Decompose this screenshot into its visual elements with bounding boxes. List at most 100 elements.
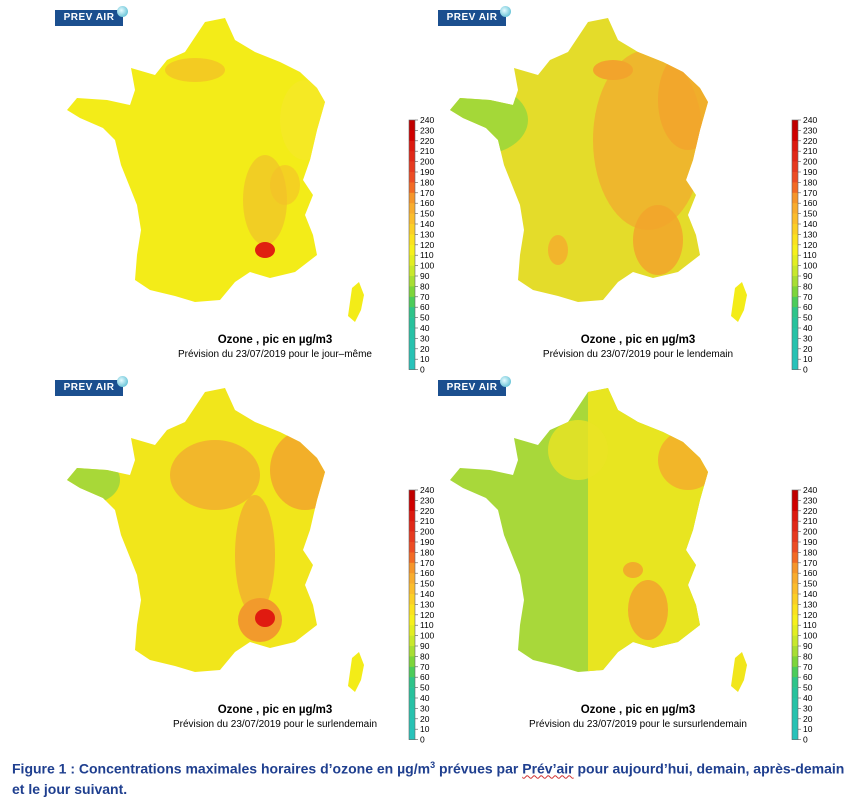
scale-swatch xyxy=(409,192,415,204)
scale-swatch xyxy=(792,151,798,162)
scale-swatch xyxy=(792,348,798,360)
scale-tick-label: 140 xyxy=(420,219,434,229)
scale-tick-label: 150 xyxy=(420,209,434,219)
panel-subtitle: Prévision du 23/07/2019 pour le lendemai… xyxy=(542,349,734,360)
scale-swatch xyxy=(792,490,798,501)
scale-swatch xyxy=(409,646,415,657)
scale-swatch xyxy=(409,151,415,162)
scale-swatch xyxy=(409,244,415,256)
scale-swatch xyxy=(409,490,415,501)
scale-swatch xyxy=(792,161,798,173)
scale-tick-label: 230 xyxy=(803,495,817,505)
scale-swatch xyxy=(409,130,415,142)
scale-tick-label: 10 xyxy=(420,724,430,734)
scale-tick-label: 210 xyxy=(420,516,434,526)
scale-tick-label: 20 xyxy=(420,344,430,354)
scale-swatch xyxy=(792,140,798,152)
scale-tick-label: 140 xyxy=(420,589,434,599)
panel-subtitle: Prévision du 23/07/2019 pour le jour–mêm… xyxy=(177,349,372,360)
scale-tick-label: 160 xyxy=(420,198,434,208)
scale-tick-label: 170 xyxy=(420,558,434,568)
france-ozone-map xyxy=(67,18,364,322)
scale-tick-label: 60 xyxy=(420,302,430,312)
scale-tick-label: 200 xyxy=(420,157,434,167)
scale-swatch xyxy=(409,307,415,318)
scale-tick-label: 40 xyxy=(803,323,813,333)
scale-tick-label: 150 xyxy=(420,579,434,589)
scale-swatch xyxy=(409,677,415,688)
scale-swatch xyxy=(409,265,415,277)
scale-swatch xyxy=(409,729,415,740)
scale-tick-label: 230 xyxy=(803,125,817,135)
panel-title: Ozone , pic en µg/m3 xyxy=(580,334,696,346)
scale-swatch xyxy=(409,213,415,225)
scale-tick-label: 100 xyxy=(420,631,434,641)
scale-swatch xyxy=(409,594,415,605)
france-ozone-map xyxy=(450,388,747,692)
scale-swatch xyxy=(792,687,798,699)
corsica-shape xyxy=(731,282,747,322)
scale-swatch xyxy=(792,120,798,131)
scale-swatch xyxy=(792,224,798,235)
scale-tick-label: 220 xyxy=(420,136,434,146)
scale-tick-label: 130 xyxy=(803,599,817,609)
scale-swatch xyxy=(792,192,798,204)
scale-tick-label: 220 xyxy=(803,136,817,146)
scale-tick-label: 50 xyxy=(803,683,813,693)
scale-tick-label: 60 xyxy=(803,302,813,312)
scale-tick-label: 150 xyxy=(803,579,817,589)
scale-tick-label: 190 xyxy=(803,167,817,177)
color-scale: 240 230 220 210 200 190 180 170 160 150 140 130 120 1… xyxy=(405,485,465,748)
france-ozone-map xyxy=(450,18,747,322)
scale-tick-label: 80 xyxy=(803,651,813,661)
scale-swatch xyxy=(409,708,415,720)
scale-tick-label: 230 xyxy=(420,495,434,505)
scale-tick-label: 50 xyxy=(420,683,430,693)
scale-tick-label: 130 xyxy=(420,599,434,609)
scale-swatch xyxy=(792,510,798,522)
color-scale: 240 230 220 210 200 190 180 170 160 150 140 130 120 1… xyxy=(788,115,848,378)
scale-tick-label: 210 xyxy=(420,146,434,156)
scale-swatch xyxy=(409,203,415,214)
scale-tick-label: 110 xyxy=(803,250,817,260)
scale-tick-label: 240 xyxy=(803,116,817,125)
scale-swatch xyxy=(409,583,415,595)
prevair-logo: PREV AIR xyxy=(438,376,511,396)
map-panel-after-tomorrow: PREV AIR 240 230 220 210 200 190 180 170 160 150 1… xyxy=(55,376,475,750)
scale-tick-label: 150 xyxy=(803,209,817,219)
scale-swatch xyxy=(409,521,415,532)
scale-tick-label: 170 xyxy=(420,188,434,198)
scale-swatch xyxy=(409,328,415,339)
scale-swatch xyxy=(409,234,415,246)
scale-tick-label: 0 xyxy=(803,365,808,375)
scale-tick-label: 90 xyxy=(420,271,430,281)
scale-swatch xyxy=(792,718,798,730)
scale-swatch xyxy=(409,698,415,709)
scale-tick-label: 210 xyxy=(803,146,817,156)
scale-swatch xyxy=(409,635,415,647)
scale-swatch xyxy=(409,224,415,235)
scale-swatch xyxy=(792,307,798,318)
scale-swatch xyxy=(792,286,798,298)
scale-tick-label: 110 xyxy=(420,250,434,260)
scale-swatch xyxy=(409,182,415,194)
scale-tick-label: 190 xyxy=(803,537,817,547)
scale-tick-label: 50 xyxy=(803,313,813,323)
scale-tick-label: 30 xyxy=(803,333,813,343)
scale-tick-label: 140 xyxy=(803,219,817,229)
scale-swatch xyxy=(792,698,798,709)
scale-tick-label: 200 xyxy=(803,527,817,537)
scale-swatch xyxy=(792,172,798,183)
scale-tick-label: 120 xyxy=(420,240,434,250)
scale-swatch xyxy=(409,255,415,266)
scale-tick-label: 240 xyxy=(420,486,434,495)
scale-tick-label: 220 xyxy=(803,506,817,516)
scale-swatch xyxy=(409,625,415,636)
corsica-shape xyxy=(348,652,364,692)
scale-tick-label: 130 xyxy=(420,229,434,239)
scale-swatch xyxy=(792,614,798,626)
scale-tick-label: 110 xyxy=(803,620,817,630)
scale-swatch xyxy=(792,244,798,256)
scale-tick-label: 50 xyxy=(420,313,430,323)
color-scale: 240 230 220 210 200 190 180 170 160 150 140 130 120 1… xyxy=(788,485,848,748)
